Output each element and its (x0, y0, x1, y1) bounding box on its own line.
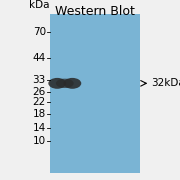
Ellipse shape (64, 78, 81, 89)
Text: 10: 10 (33, 136, 46, 146)
Text: 70: 70 (33, 27, 46, 37)
Text: 26: 26 (33, 87, 46, 97)
Text: 32kDa: 32kDa (151, 78, 180, 88)
Text: Western Blot: Western Blot (55, 5, 135, 18)
Ellipse shape (48, 78, 66, 89)
Text: 22: 22 (33, 97, 46, 107)
Ellipse shape (56, 79, 74, 88)
Bar (50, 14, 140, 173)
Text: 14: 14 (33, 123, 46, 133)
Text: 18: 18 (33, 109, 46, 119)
Text: 33: 33 (33, 75, 46, 85)
Text: 44: 44 (33, 53, 46, 63)
Text: kDa: kDa (29, 0, 50, 10)
